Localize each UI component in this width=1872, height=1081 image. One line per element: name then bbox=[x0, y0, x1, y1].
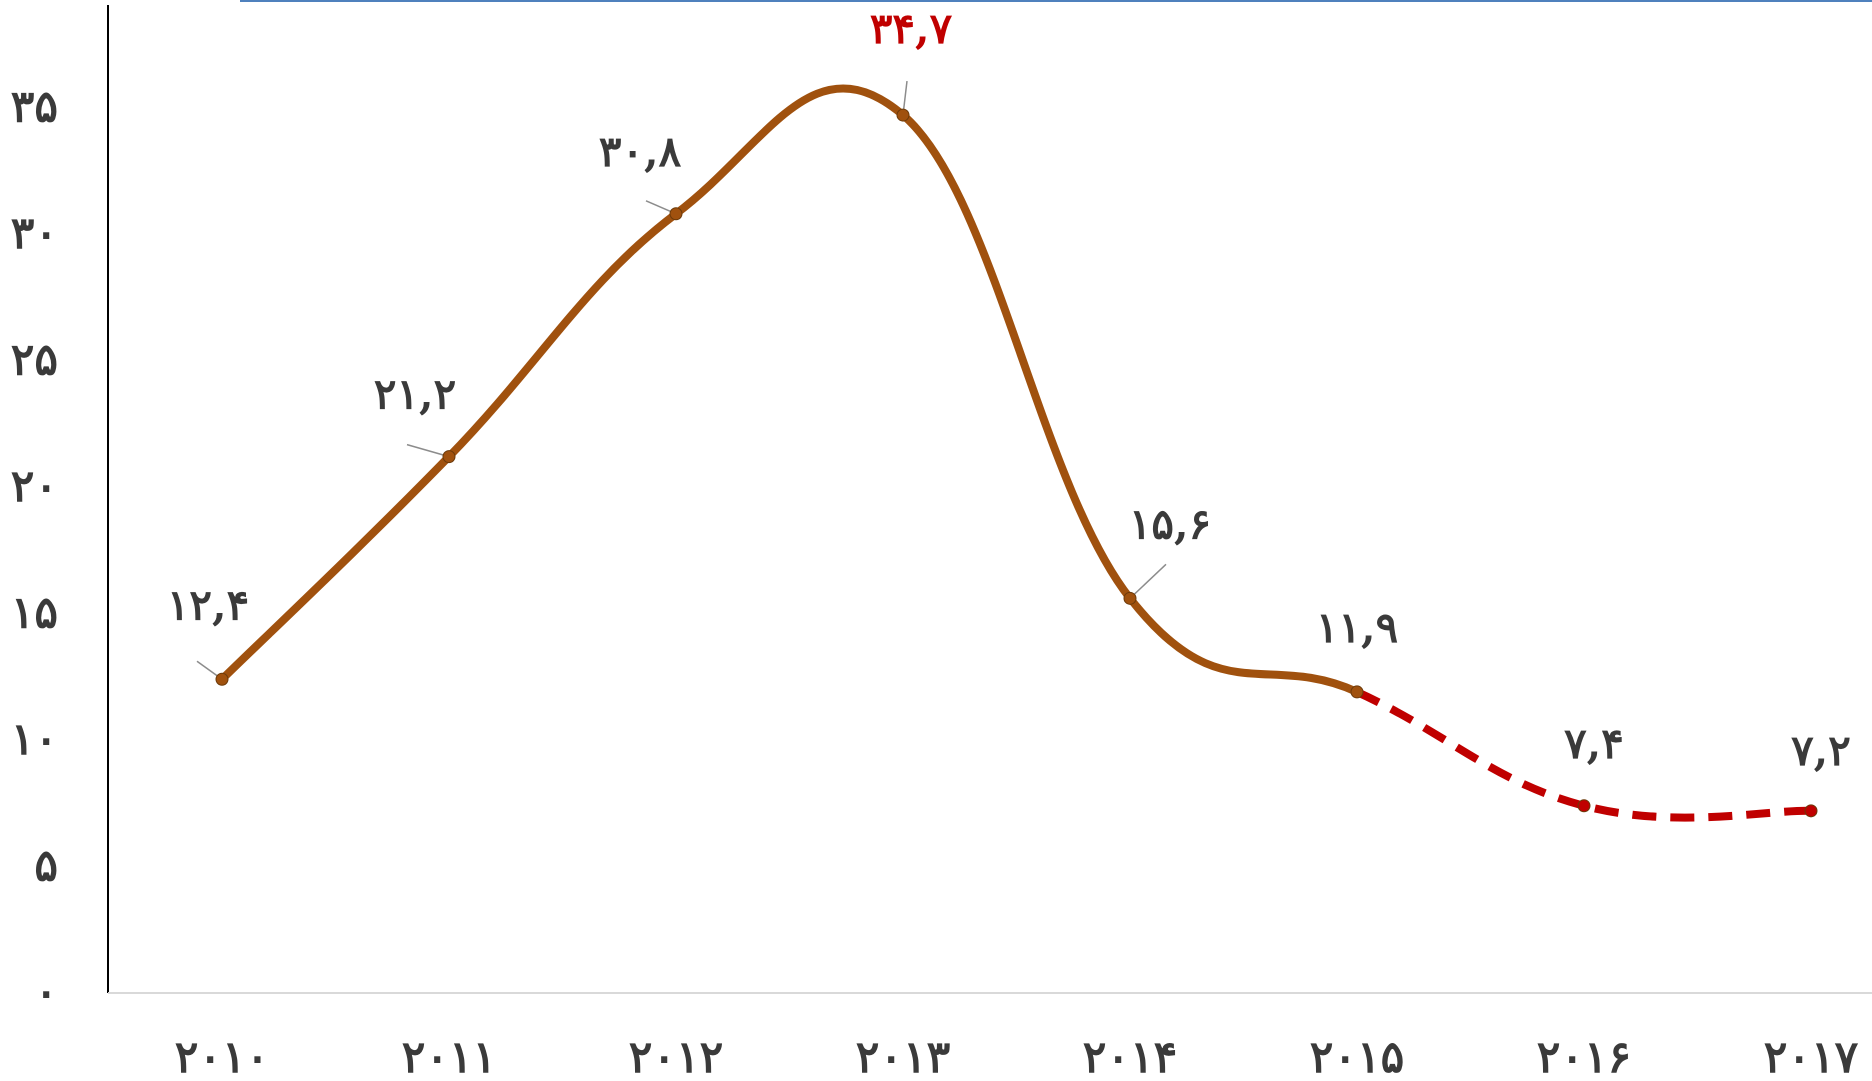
y-tick-label: ۳۰ bbox=[11, 208, 58, 259]
data-point bbox=[1804, 804, 1818, 818]
data-point bbox=[1123, 591, 1137, 605]
data-label: ۷,۲ bbox=[1791, 726, 1851, 775]
data-label: ۱۵,۶ bbox=[1129, 499, 1211, 548]
y-tick-label: ۱۵ bbox=[11, 588, 58, 639]
label-leader-line bbox=[1129, 563, 1167, 599]
series-line-forecast bbox=[1355, 688, 1812, 822]
y-tick-label: ۱۰ bbox=[11, 714, 58, 765]
series-lines bbox=[218, 84, 1812, 822]
data-label: ۲۱,۲ bbox=[374, 370, 456, 419]
y-tick-label: ۳۵ bbox=[11, 82, 58, 133]
data-points bbox=[215, 108, 1818, 818]
y-tick-label: ۰ bbox=[34, 967, 58, 1018]
data-point bbox=[215, 672, 229, 686]
x-tick-label: ۲۰۱۱ bbox=[402, 1032, 497, 1081]
data-label: ۳۰,۸ bbox=[599, 127, 682, 176]
data-label: ۷,۴ bbox=[1564, 719, 1624, 768]
series-line-actual bbox=[218, 84, 1361, 696]
data-label: ۱۲,۴ bbox=[167, 580, 249, 629]
y-tick-labels: ۰ ۵ ۱۰ ۱۵ ۲۰ ۲۵ ۳۰ ۳۵ bbox=[11, 82, 58, 1019]
x-tick-label: ۲۰۱۳ bbox=[856, 1032, 951, 1081]
data-point bbox=[669, 207, 683, 221]
data-label: ۳۴,۷ bbox=[870, 4, 953, 53]
label-leader-line bbox=[406, 443, 450, 458]
x-tick-label: ۲۰۱۲ bbox=[629, 1032, 724, 1081]
y-tick-label: ۲۵ bbox=[11, 335, 58, 386]
data-labels: ۱۲,۴ ۲۱,۲ ۳۰,۸ ۳۴,۷ ۱۵,۶ ۱۱,۹ ۷,۴ ۷,۲ bbox=[167, 4, 1851, 775]
x-tick-label: ۲۰۱۰ bbox=[175, 1032, 270, 1081]
x-tick-label: ۲۰۱۷ bbox=[1764, 1032, 1859, 1081]
label-leader-lines bbox=[196, 81, 1167, 680]
x-tick-label: ۲۰۱۶ bbox=[1537, 1032, 1632, 1081]
x-tick-label: ۲۰۱۴ bbox=[1083, 1032, 1178, 1081]
data-point bbox=[1350, 685, 1364, 699]
x-tick-labels: ۲۰۱۰ ۲۰۱۱ ۲۰۱۲ ۲۰۱۳ ۲۰۱۴ ۲۰۱۵ ۲۰۱۶ ۲۰۱۷ bbox=[175, 1032, 1859, 1081]
y-tick-label: ۵ bbox=[34, 841, 58, 892]
x-tick-label: ۲۰۱۵ bbox=[1310, 1032, 1405, 1081]
y-tick-label: ۲۰ bbox=[11, 461, 58, 512]
data-point bbox=[1577, 799, 1591, 813]
data-point bbox=[442, 450, 456, 464]
data-point bbox=[896, 108, 910, 122]
data-label: ۱۱,۹ bbox=[1316, 603, 1398, 652]
